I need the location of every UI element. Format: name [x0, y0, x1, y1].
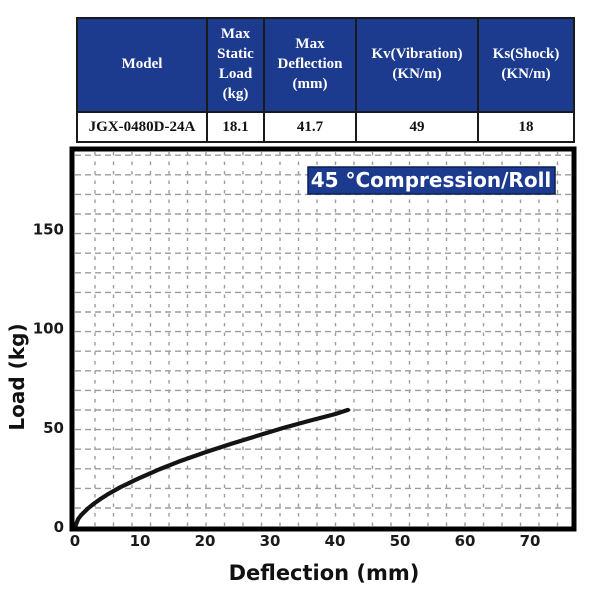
chart-title-badge: [307, 166, 556, 195]
spec-cell-model: JGX-0480D-24A: [76, 111, 208, 143]
y-tick-label: 0: [54, 518, 64, 536]
spec-col-header: Kv(Vibration) (KN/m): [355, 17, 479, 113]
load-deflection-curve: [72, 407, 351, 530]
x-tick-label: 0: [70, 532, 80, 550]
spec-table: Model Max Static Load (kg) Max Deflection …: [76, 17, 575, 143]
y-tick-label: 50: [43, 419, 64, 437]
y-tick-label: 150: [33, 220, 64, 238]
spec-col-header: Max Static Load (kg): [206, 17, 265, 113]
spec-cell-kv_vibration: 49: [355, 111, 479, 143]
spec-col-header: Ks(Shock) (KN/m): [477, 17, 575, 113]
spec-cell-max_deflection_mm: 41.7: [263, 111, 357, 143]
spec-col-header: Max Deflection (mm): [263, 17, 357, 113]
spec-table-row: JGX-0480D-24A 18.1 41.7 49 18: [76, 111, 575, 143]
x-tick-label: 20: [195, 532, 216, 550]
chart-title: 45 °Compression/Roll: [311, 168, 552, 192]
x-axis-label: Deflection (mm): [229, 561, 420, 585]
x-tick-label: 40: [325, 532, 346, 550]
y-axis-label: Load (kg): [5, 323, 29, 430]
chart-canvas: 45 °Compression/Roll 0 10 20 30 40 50 60 70 0 50 10…: [5, 146, 577, 585]
plot-frame: [69, 146, 577, 532]
spec-cell-ks_shock: 18: [477, 111, 575, 143]
x-tick-label: 60: [455, 532, 476, 550]
x-tick-label: 30: [260, 532, 281, 550]
plot-background: [72, 149, 574, 529]
x-tick-label: 10: [130, 532, 151, 550]
x-tick-label: 50: [390, 532, 411, 550]
x-tick-label: 70: [520, 532, 541, 550]
load-deflection-chart: 45 °Compression/Roll 0 10 20 30 40 50 60 70 0 50 10…: [0, 140, 600, 600]
spec-table-header-row: Model Max Static Load (kg) Max Deflection …: [76, 17, 575, 113]
spec-table-body: JGX-0480D-24A 18.1 41.7 49 18: [76, 111, 575, 143]
spec-col-header: Model: [76, 17, 208, 113]
spec-cell-max_static_load_kg: 18.1: [206, 111, 265, 143]
y-tick-label: 100: [33, 320, 64, 338]
